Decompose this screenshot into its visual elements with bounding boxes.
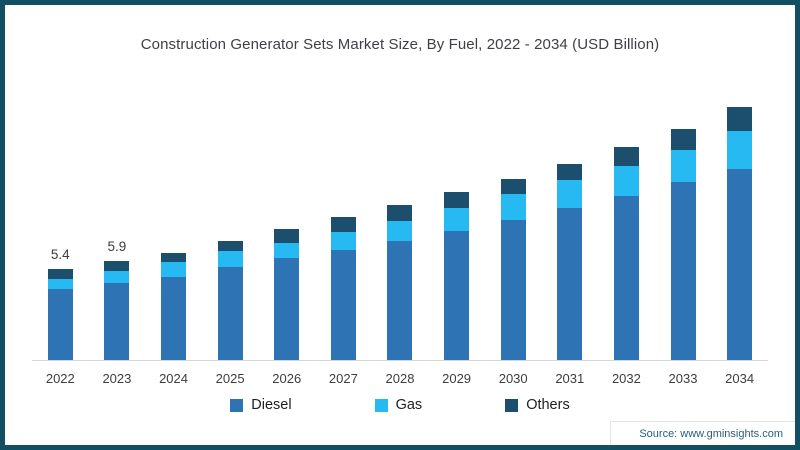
bar-segment-gas-2031	[557, 180, 583, 208]
bar-segment-others-2024	[161, 252, 187, 262]
bar-segment-gas-2025	[217, 250, 243, 267]
bar-column-2023: 5.9	[89, 105, 146, 360]
bar-stack-2023	[104, 260, 130, 360]
bar-stack-2032	[613, 146, 639, 360]
bar-segment-others-2031	[557, 163, 583, 181]
legend-label-diesel: Diesel	[251, 397, 292, 413]
bar-stack-2028	[387, 205, 413, 360]
legend-swatch-diesel	[230, 398, 244, 412]
bar-segment-gas-2028	[387, 220, 413, 241]
chart-title: Construction Generator Sets Market Size,…	[140, 36, 660, 53]
x-axis-label-2025: 2025	[215, 371, 245, 386]
bar-total-label-2022: 5.4	[50, 247, 70, 263]
bar-segment-gas-2023	[104, 270, 130, 283]
bar-stack-2026	[274, 228, 300, 360]
x-axis-label-2034: 2034	[725, 371, 755, 386]
bar-segment-diesel-2030	[500, 219, 526, 360]
bar-column-2033	[655, 105, 712, 360]
bar-segment-diesel-2032	[613, 196, 639, 360]
bar-segment-diesel-2028	[387, 240, 413, 360]
x-axis-line	[32, 360, 768, 361]
bar-column-2031	[541, 105, 598, 360]
bar-segment-diesel-2034	[727, 168, 753, 360]
bar-segment-others-2033	[670, 129, 696, 151]
bar-segment-gas-2024	[161, 261, 187, 277]
bar-stack-2031	[557, 163, 583, 360]
bar-stack-2027	[330, 217, 356, 360]
bar-segment-diesel-2033	[670, 181, 696, 360]
x-axis-label-2024: 2024	[159, 371, 188, 386]
bar-segment-others-2026	[274, 228, 300, 244]
bar-column-2032	[598, 105, 655, 360]
bar-segment-others-2023	[104, 260, 130, 271]
bar-column-2026	[258, 105, 315, 360]
bar-segment-diesel-2029	[444, 230, 470, 360]
bar-segment-gas-2029	[444, 207, 470, 231]
bar-segment-diesel-2022	[47, 288, 73, 360]
x-axis-label-2032: 2032	[611, 371, 641, 386]
bar-column-2029	[428, 105, 485, 360]
legend-item-diesel: Diesel	[230, 397, 292, 413]
legend-item-others: Others	[505, 397, 570, 413]
x-axis-label-2028: 2028	[385, 371, 415, 386]
source-credit: Source: www.gminsights.com	[610, 421, 795, 445]
bar-column-2034	[711, 105, 768, 360]
bar-stack-2025	[217, 240, 243, 360]
legend-label-others: Others	[526, 397, 570, 413]
x-axis-label-2029: 2029	[442, 371, 472, 386]
bar-segment-diesel-2027	[330, 250, 356, 360]
legend: Diesel Gas Others	[5, 397, 795, 413]
bar-segment-gas-2032	[613, 166, 639, 197]
bar-column-2024	[145, 105, 202, 360]
bar-segment-gas-2034	[727, 130, 753, 169]
bar-segment-others-2027	[330, 217, 356, 232]
legend-item-gas: Gas	[374, 397, 423, 413]
bar-segment-diesel-2031	[557, 208, 583, 360]
bar-segment-gas-2027	[330, 231, 356, 250]
bars-row: 5.4 5.9	[32, 105, 768, 360]
bar-segment-diesel-2025	[217, 266, 243, 360]
x-axis-label-2023: 2023	[102, 371, 132, 386]
x-axis-label-2027: 2027	[328, 371, 358, 386]
bar-segment-others-2032	[613, 146, 639, 167]
bar-segment-diesel-2024	[161, 276, 187, 360]
bar-column-2028	[372, 105, 429, 360]
bar-column-2030	[485, 105, 542, 360]
x-axis-labels: 2022 2023 2024 2025 2026 2027 2028 2029 2030 2031…	[32, 361, 768, 386]
x-axis-label-2031: 2031	[555, 371, 585, 386]
plot-area: 5.4 5.9 2022 2023 2024 2025 2026 2027 2028 2029 2…	[32, 105, 768, 386]
bar-segment-gas-2033	[670, 150, 696, 182]
bar-column-2025	[202, 105, 259, 360]
bar-segment-gas-2030	[500, 193, 526, 220]
bar-stack-2029	[444, 191, 470, 360]
bar-segment-gas-2026	[274, 243, 300, 258]
x-axis-label-2030: 2030	[498, 371, 528, 386]
bar-segment-others-2025	[217, 240, 243, 251]
bar-segment-others-2028	[387, 205, 413, 221]
bar-segment-gas-2022	[47, 278, 73, 289]
bar-stack-2033	[670, 129, 696, 360]
bar-segment-others-2022	[47, 269, 73, 279]
bar-column-2022: 5.4	[32, 105, 89, 360]
legend-swatch-gas	[374, 398, 388, 412]
bar-segment-others-2030	[500, 178, 526, 194]
legend-swatch-others	[505, 398, 519, 412]
bar-stack-2034	[727, 107, 753, 360]
bar-stack-2024	[161, 252, 187, 360]
bar-segment-diesel-2023	[104, 282, 130, 360]
x-axis-label-2033: 2033	[668, 371, 698, 386]
bar-segment-diesel-2026	[274, 257, 300, 360]
bar-total-label-2023: 5.9	[107, 238, 127, 254]
x-axis-label-2026: 2026	[272, 371, 302, 386]
bar-stack-2030	[500, 178, 526, 360]
x-axis-label-2022: 2022	[45, 371, 75, 386]
legend-label-gas: Gas	[395, 397, 423, 413]
bar-segment-others-2034	[727, 107, 753, 131]
bar-column-2027	[315, 105, 372, 360]
bar-segment-others-2029	[444, 191, 470, 208]
bar-stack-2022	[47, 269, 73, 360]
